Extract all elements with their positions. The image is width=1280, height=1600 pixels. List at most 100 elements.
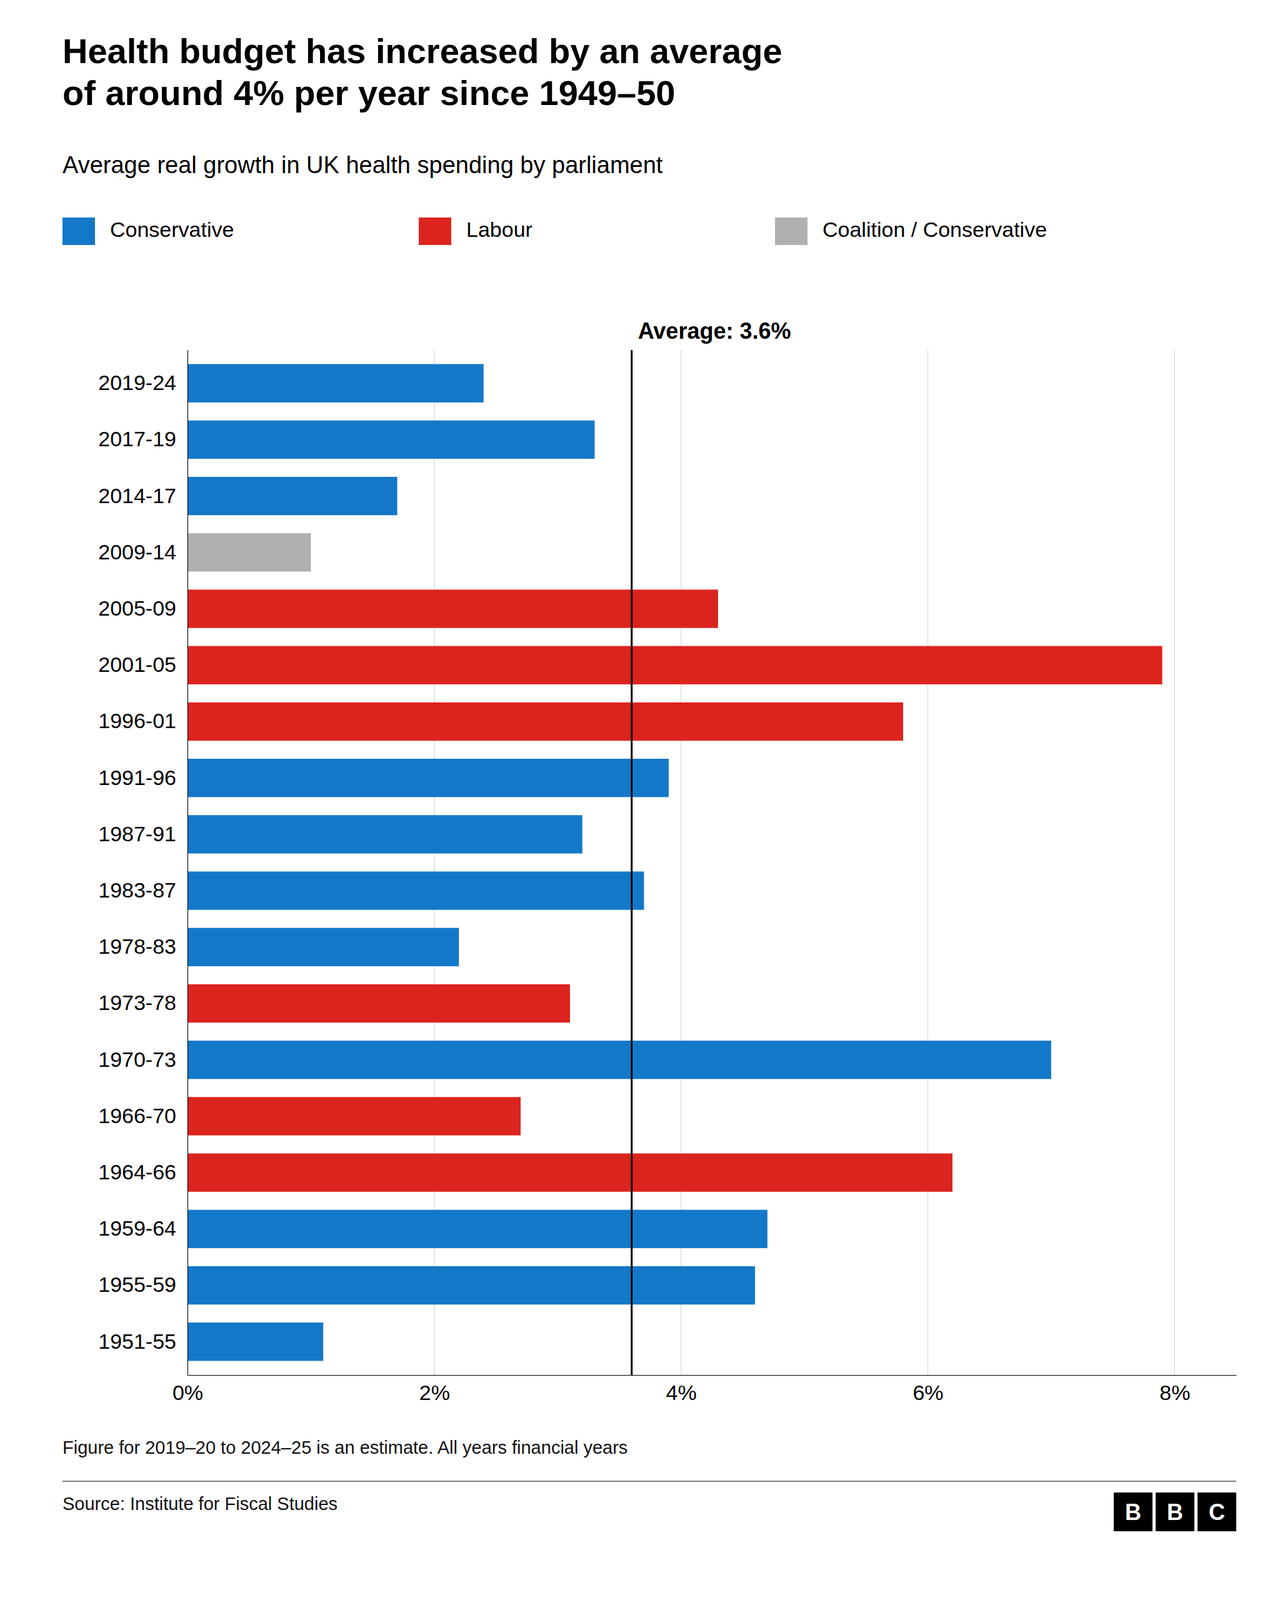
tick: 6% — [912, 1375, 944, 1405]
tick-label: 2009-14 — [98, 540, 177, 564]
tick-label: 2017-19 — [98, 426, 177, 451]
tick-label: 2014-17 — [98, 483, 177, 508]
legend-item: Labour — [418, 217, 533, 245]
tick-label: 1959-64 — [98, 1216, 177, 1240]
tick-label: 1991-96 — [98, 765, 177, 790]
tick: 1996-01 — [98, 708, 188, 733]
tick-label: 1983-87 — [98, 878, 177, 902]
tick: 2019-24 — [98, 370, 188, 395]
tick: 1970-73 — [98, 1047, 188, 1072]
tick: 1966-70 — [98, 1103, 188, 1128]
tick-label: 2001-05 — [98, 652, 177, 677]
grid-line — [1174, 350, 1176, 1375]
tick: 1983-87 — [98, 878, 188, 902]
legend-label: Conservative — [110, 217, 234, 242]
grid — [187, 350, 1175, 1375]
bar — [187, 815, 583, 854]
tick-label: 1966-70 — [98, 1103, 177, 1128]
tick: 2014-17 — [98, 483, 188, 508]
tick: 2005-09 — [98, 596, 188, 620]
tick-label: 0% — [172, 1380, 204, 1405]
tick-label: 1955-59 — [98, 1272, 177, 1297]
legend-swatch — [775, 217, 808, 245]
tick-label: 1951-55 — [98, 1329, 177, 1354]
tick-label: 6% — [912, 1380, 944, 1405]
bar — [187, 589, 719, 628]
legend-label: Coalition / Conservative — [822, 217, 1047, 242]
plot-area — [187, 350, 1163, 1375]
category-axis: 2019-24 2017-19 2014-17 2009-14 2005-09 2001-… — [98, 350, 188, 1376]
footnote: Figure for 2019–20 to 2024–25 is an esti… — [62, 1437, 628, 1458]
average-label: Average: 3.6% — [638, 318, 792, 344]
grid-line — [927, 350, 929, 1375]
tick-label: 1964-66 — [98, 1160, 177, 1184]
bar — [187, 984, 570, 1023]
bar — [187, 758, 669, 797]
tick: 2017-19 — [98, 426, 188, 451]
tick: 1955-59 — [98, 1272, 188, 1297]
tick-label: 1978-83 — [98, 934, 177, 959]
tick: 8% — [1159, 1375, 1190, 1405]
tick: 1991-96 — [98, 765, 188, 790]
separator — [62, 1480, 1237, 1482]
logo-box — [1155, 1492, 1195, 1532]
bar — [187, 420, 595, 459]
legend-label: Labour — [466, 217, 533, 242]
bar — [187, 533, 311, 572]
tick-label: 8% — [1159, 1380, 1190, 1405]
bar — [187, 1266, 755, 1305]
tick-label: 2019-24 — [98, 370, 177, 395]
chart: Health budget has increased by an averag… — [0, 0, 1280, 1600]
tick-label: 1987-91 — [98, 821, 177, 846]
bar — [187, 476, 398, 515]
logo-letter: B — [1166, 1499, 1184, 1525]
title-line: Health budget has increased by an averag… — [62, 31, 783, 71]
tick: 1964-66 — [98, 1160, 188, 1184]
tick: 1987-91 — [98, 821, 188, 846]
bar — [187, 928, 459, 967]
subtitle: Average real growth in UK health spendin… — [62, 151, 664, 179]
tick-label: 4% — [666, 1380, 697, 1405]
legend: Conservative Labour Coalition / Conservati… — [62, 217, 1047, 245]
tick: 0% — [172, 1375, 204, 1405]
tick: 2001-05 — [98, 652, 188, 677]
bar — [187, 1153, 953, 1192]
logo-box — [1113, 1492, 1153, 1532]
tick: 2% — [419, 1375, 450, 1405]
bar — [187, 1210, 768, 1249]
average-line — [630, 350, 633, 1375]
tick: 1959-64 — [98, 1216, 188, 1240]
tick-label: 2005-09 — [98, 596, 177, 620]
tick: 1978-83 — [98, 934, 188, 959]
tick: 4% — [666, 1375, 697, 1405]
bar — [187, 646, 1163, 685]
bar — [187, 702, 904, 741]
legend-swatch — [418, 217, 452, 245]
logo: BBC — [1113, 1492, 1237, 1532]
bar — [187, 1040, 1052, 1079]
grid-line — [186, 350, 189, 1375]
tick-label: 1973-78 — [98, 990, 177, 1015]
axis-line — [188, 1375, 1237, 1376]
tick: 1951-55 — [98, 1329, 188, 1354]
legend-swatch — [62, 217, 95, 245]
source: Source: Institute for Fiscal Studies — [62, 1493, 338, 1514]
logo-box — [1197, 1492, 1237, 1532]
legend-item: Conservative — [62, 217, 234, 245]
logo-letter: C — [1208, 1499, 1225, 1525]
tick: 1973-78 — [98, 990, 188, 1015]
legend-item: Coalition / Conservative — [775, 217, 1047, 245]
value-axis: 0% 2% 4% 6% 8% — [172, 1375, 1237, 1405]
tick-label: 1970-73 — [98, 1047, 177, 1072]
title: Health budget has increased by an averag… — [62, 31, 783, 113]
tick-label: 1996-01 — [98, 708, 177, 733]
bar — [187, 1322, 324, 1361]
bar — [187, 1096, 521, 1135]
tick-label: 2% — [419, 1380, 450, 1405]
tick: 2009-14 — [98, 540, 188, 564]
bar — [187, 871, 644, 910]
logo-letter: B — [1125, 1499, 1142, 1525]
bar — [187, 364, 484, 403]
title-line: of around 4% per year since 1949–50 — [62, 73, 676, 113]
axis-line — [187, 350, 189, 1376]
